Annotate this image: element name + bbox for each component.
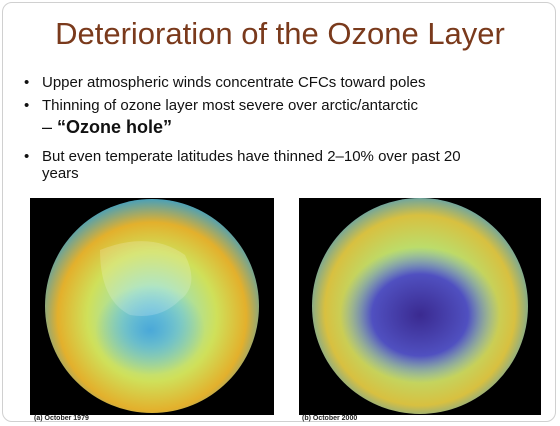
slide-title: Deterioration of the Ozone Layer (55, 16, 505, 51)
figure-caption: (b) October 2000 (302, 415, 358, 422)
figure-caption: (a) October 1979 (34, 415, 89, 422)
bullet: Upper atmospheric winds concentrate CFCs… (24, 74, 544, 91)
continent-outline (100, 241, 192, 316)
slide-frame (2, 2, 556, 422)
ozone-region (95, 285, 205, 375)
bullet: Thinning of ozone layer most severe over… (24, 97, 544, 114)
sub-bullet: “Ozone hole” (42, 117, 172, 138)
sub-bullet-text: “Ozone hole” (57, 117, 173, 137)
bullet-text: Thinning of ozone layer most severe over… (42, 97, 419, 114)
bullet-text: But even temperate latitudes have thinne… (42, 148, 461, 182)
bullet: But even temperate latitudes have thinne… (24, 148, 494, 182)
bullet-text: Upper atmospheric winds concentrate CFCs… (42, 74, 426, 91)
ozone-hole (340, 247, 500, 383)
